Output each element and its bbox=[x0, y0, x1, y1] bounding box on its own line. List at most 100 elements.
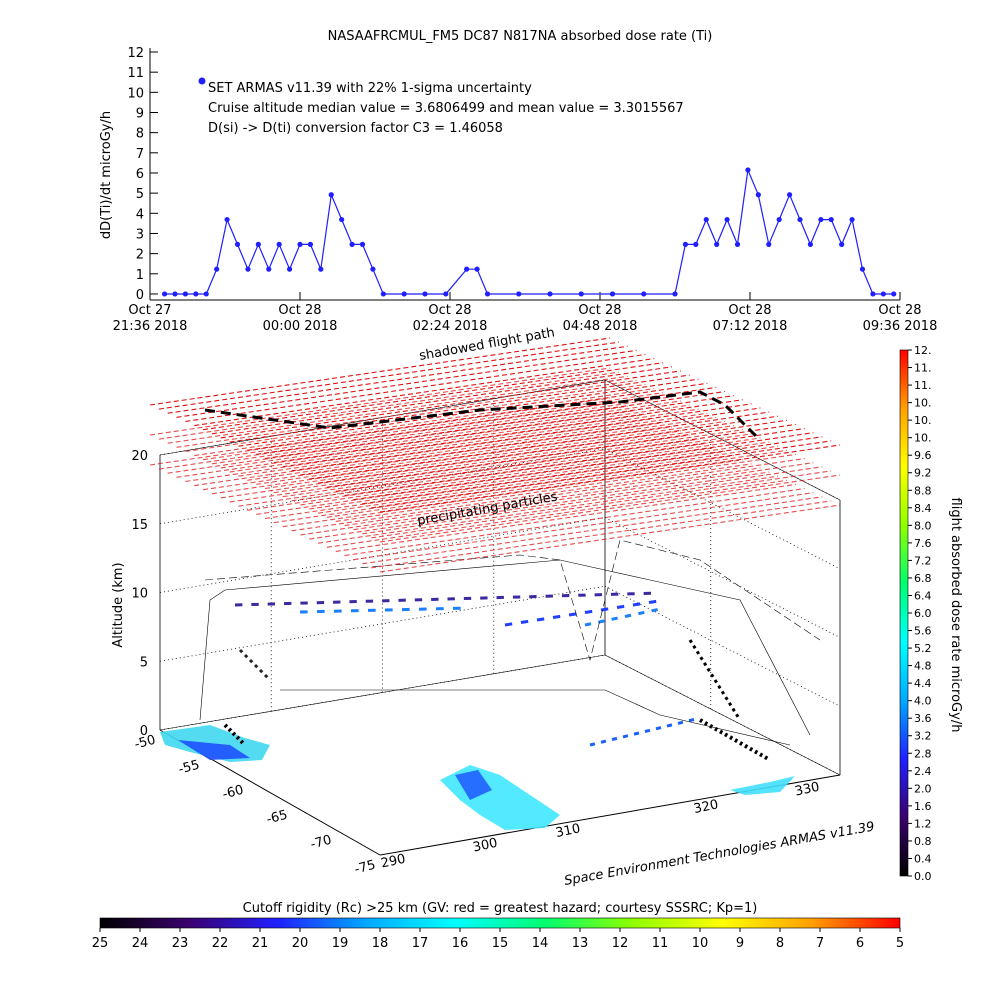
particle-sheet bbox=[326, 479, 788, 548]
colorbar-tick-label: 20 bbox=[292, 936, 309, 951]
lon-tick-label: 330 bbox=[794, 780, 821, 800]
data-point bbox=[349, 241, 355, 247]
particle-sheet bbox=[194, 418, 655, 487]
colorbar-tick-label: 22 bbox=[212, 936, 229, 951]
grid-line bbox=[159, 654, 606, 731]
data-point bbox=[734, 241, 741, 247]
track-dash bbox=[253, 663, 259, 669]
track-dash bbox=[749, 746, 754, 752]
colorbar bbox=[899, 349, 909, 877]
particle-sheet bbox=[379, 474, 841, 543]
track-dash bbox=[719, 729, 724, 735]
data-point bbox=[828, 216, 834, 223]
data-point bbox=[286, 266, 293, 272]
z-tick-label: 5 bbox=[140, 655, 148, 670]
x-tick-label: 07:12 2018 bbox=[713, 319, 788, 334]
track-dash bbox=[622, 734, 629, 739]
x-tick-label: 02:24 2018 bbox=[413, 319, 488, 334]
perspective-plot: 0 5 10 15 20 Altitude (km) -50 -55 -60 -65 -70 -75 2… bbox=[111, 325, 876, 889]
colorbar-tick-label: 2.4 bbox=[914, 765, 932, 778]
track-dash bbox=[764, 755, 769, 761]
data-point bbox=[193, 291, 199, 297]
particle-sheet bbox=[256, 446, 717, 515]
data-point bbox=[755, 192, 761, 198]
data-point bbox=[682, 241, 689, 247]
lat-tick-label: -55 bbox=[177, 758, 201, 778]
flight-path bbox=[204, 390, 762, 442]
data-point bbox=[714, 241, 720, 247]
particle-sheet bbox=[220, 430, 681, 499]
particle-sheet bbox=[211, 366, 673, 435]
data-point bbox=[234, 241, 241, 247]
data-point bbox=[474, 266, 480, 272]
particle-sheet bbox=[202, 392, 664, 461]
x-tick-label: Oct 27 bbox=[128, 303, 171, 318]
y-tick-label: 1 bbox=[136, 268, 144, 283]
track-dash bbox=[552, 614, 561, 619]
particle-sheet bbox=[362, 436, 823, 505]
track-dash bbox=[231, 731, 237, 737]
data-point bbox=[703, 216, 709, 223]
data-point bbox=[276, 241, 282, 247]
track-dash bbox=[692, 644, 697, 650]
track-dash bbox=[717, 684, 722, 690]
data-point bbox=[547, 291, 553, 297]
track-dash bbox=[520, 619, 529, 624]
track-dash bbox=[589, 742, 596, 747]
colorbar-tick-label: 11. bbox=[914, 379, 932, 392]
colorbar-tick-label: 9.2 bbox=[914, 467, 932, 480]
track-dash bbox=[695, 650, 701, 655]
particle-sheet bbox=[158, 341, 619, 410]
z-tick-label: 20 bbox=[131, 449, 148, 464]
track-dash bbox=[638, 610, 645, 616]
track-dash bbox=[754, 749, 759, 755]
particle-sheet bbox=[238, 408, 699, 477]
data-point bbox=[370, 266, 376, 272]
colorbar-tick-label: 15 bbox=[492, 936, 509, 951]
data-point bbox=[307, 241, 314, 247]
lat-tick-label: -70 bbox=[309, 833, 333, 853]
track-dash bbox=[724, 696, 729, 701]
particle-sheet bbox=[185, 413, 646, 483]
particle-sheet bbox=[300, 407, 761, 476]
colorbar-tick-label: 11 bbox=[652, 936, 669, 951]
particle-sheet bbox=[317, 415, 779, 484]
particle-sheet bbox=[194, 388, 655, 457]
colorbar-tick-label: 10. bbox=[914, 397, 932, 410]
track-dash bbox=[648, 599, 657, 604]
particle-sheet bbox=[291, 463, 752, 532]
particle-sheet bbox=[220, 370, 681, 439]
data-point bbox=[422, 291, 428, 297]
annotation: D(si) -> D(ti) conversion factor C3 = 1.… bbox=[208, 121, 503, 136]
particle-sheet bbox=[282, 429, 743, 498]
data-point bbox=[693, 241, 699, 247]
colorbar-tick-label: 12. bbox=[914, 344, 932, 357]
track-dash bbox=[720, 690, 726, 695]
track-dash bbox=[584, 622, 592, 627]
particle-sheet bbox=[371, 440, 832, 509]
colorbar-tick-label: 3.2 bbox=[914, 730, 932, 743]
data-point bbox=[203, 291, 209, 297]
colorbar-tick-label: 9 bbox=[736, 936, 744, 951]
colorbar-tick-label: 10. bbox=[914, 432, 932, 445]
y-tick-label: 0 bbox=[136, 288, 144, 303]
track-dash bbox=[706, 667, 711, 672]
colorbar-tick-label: 0.0 bbox=[914, 870, 932, 883]
y-tick-label: 12 bbox=[127, 46, 144, 61]
particle-sheet bbox=[149, 367, 611, 436]
particle-sheet bbox=[273, 395, 734, 464]
chart-title: NASAAFRCMUL_FM5 DC87 N817NA absorbed dos… bbox=[328, 29, 713, 44]
track-dash bbox=[651, 608, 658, 613]
lon-tick-label: 310 bbox=[554, 821, 581, 841]
track-dash bbox=[728, 702, 733, 707]
colorbar-tick-label: 8.4 bbox=[914, 502, 932, 515]
data-point bbox=[380, 291, 386, 297]
colorbar-tick-label: 0.4 bbox=[914, 852, 932, 865]
colorbar-tick-label: 0.8 bbox=[914, 835, 932, 848]
track-dash bbox=[239, 739, 245, 745]
y-tick-label: 3 bbox=[136, 227, 144, 242]
track-dash bbox=[223, 723, 229, 729]
track-dash bbox=[677, 720, 684, 725]
legend-marker bbox=[198, 77, 206, 85]
